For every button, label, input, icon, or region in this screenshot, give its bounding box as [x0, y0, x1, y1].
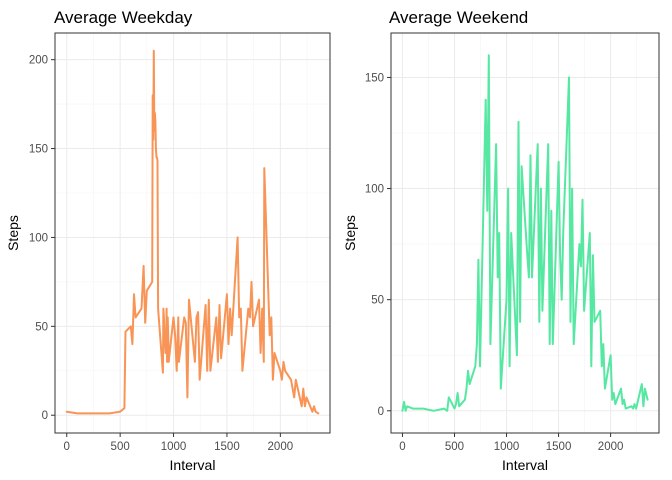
- y-tick-label: 0: [42, 410, 48, 422]
- chart-title-weekday: Average Weekday: [54, 8, 193, 27]
- x-tick-label: 1000: [161, 441, 187, 453]
- panel-border-weekday: [54, 32, 331, 434]
- y-tick-label: 150: [365, 72, 384, 84]
- x-tick-label: 0: [399, 441, 405, 453]
- y-tick-label: 0: [378, 406, 384, 418]
- y-tick-label: 100: [29, 232, 48, 244]
- y-tick-label: 50: [371, 295, 384, 307]
- y-axis-label-weekday: Steps: [5, 215, 21, 251]
- panel-border-weekend: [390, 32, 660, 434]
- x-tick-label: 1500: [546, 441, 572, 453]
- plot-background-weekday: [55, 33, 330, 433]
- y-axis-label-weekend: Steps: [342, 215, 358, 251]
- series-line-weekend: [401, 54, 649, 412]
- x-tick-label: 0: [64, 441, 70, 453]
- panel-weekend: 0 500 1000 1500 2000 0 50 100 150 Average Weekend…: [342, 8, 660, 473]
- x-tick-label: 500: [111, 441, 130, 453]
- x-axis-label-weekday: Interval: [170, 457, 216, 473]
- x-tick-label: 1000: [494, 441, 520, 453]
- x-axis-label-weekend: Interval: [502, 457, 548, 473]
- x-tick-label: 1500: [214, 441, 240, 453]
- y-tick-label: 50: [35, 321, 48, 333]
- series-line-weekday: [65, 49, 320, 415]
- chart-title-weekend: Average Weekend: [389, 8, 528, 27]
- x-tick-label: 2000: [268, 441, 294, 453]
- y-tick-label: 150: [29, 144, 48, 156]
- y-tick-label: 200: [29, 55, 48, 67]
- x-tick-label: 500: [445, 441, 464, 453]
- panel-weekday: 0 500 1000 1500 2000 0 50 100 150 200 Average Week…: [5, 8, 331, 473]
- y-tick-label: 100: [365, 184, 384, 196]
- x-tick-label: 2000: [598, 441, 624, 453]
